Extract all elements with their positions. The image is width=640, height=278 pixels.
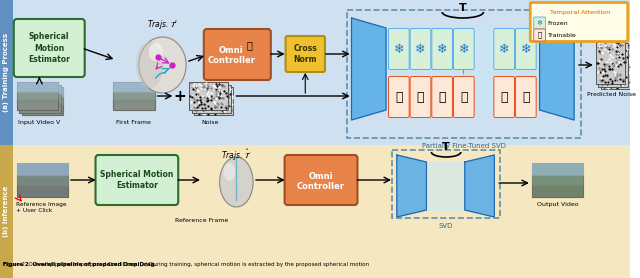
- Text: T: T: [459, 3, 467, 13]
- FancyBboxPatch shape: [388, 29, 409, 70]
- Text: SVD: SVD: [439, 223, 453, 229]
- Bar: [598, 43, 628, 86]
- Text: 🔥: 🔥: [246, 40, 252, 50]
- FancyBboxPatch shape: [534, 17, 545, 29]
- Text: Controller: Controller: [207, 56, 255, 64]
- Text: Omni: Omni: [219, 46, 244, 54]
- FancyBboxPatch shape: [515, 29, 536, 70]
- FancyBboxPatch shape: [531, 3, 628, 41]
- Bar: [601, 45, 630, 89]
- FancyBboxPatch shape: [454, 29, 474, 70]
- Text: Figure 2  Overall pipeline of proposed OmniDrag. (a) During training, spherical : Figure 2 Overall pipeline of proposed Om…: [3, 262, 369, 267]
- FancyBboxPatch shape: [515, 76, 536, 118]
- Bar: [532, 163, 583, 197]
- Text: Trajs. $\mathcal{T}'$: Trajs. $\mathcal{T}'$: [147, 18, 178, 31]
- Text: 🔥: 🔥: [417, 91, 424, 103]
- Text: Figure 2  Overall pipeline of proposed OmniDrag.: Figure 2 Overall pipeline of proposed Om…: [3, 262, 157, 267]
- Polygon shape: [397, 155, 426, 217]
- FancyBboxPatch shape: [534, 29, 545, 41]
- Bar: [17, 82, 58, 110]
- Bar: [113, 82, 155, 110]
- Text: 🔥: 🔥: [460, 91, 468, 103]
- Bar: [0, 0, 630, 145]
- Bar: [189, 82, 228, 110]
- Text: Omni: Omni: [308, 172, 333, 180]
- FancyBboxPatch shape: [95, 155, 178, 205]
- Text: Partially Fine-Tuned SVD: Partially Fine-Tuned SVD: [422, 143, 506, 149]
- Text: 🔥: 🔥: [538, 32, 541, 38]
- Text: T: T: [442, 142, 450, 152]
- Text: +: +: [174, 88, 187, 103]
- Bar: [0, 145, 630, 278]
- Text: Output Video: Output Video: [536, 202, 578, 207]
- Ellipse shape: [139, 37, 186, 93]
- FancyBboxPatch shape: [432, 29, 452, 70]
- Text: 🔥: 🔥: [395, 91, 403, 103]
- Bar: [194, 87, 234, 115]
- Ellipse shape: [220, 157, 253, 207]
- Text: ❄: ❄: [520, 43, 531, 56]
- Ellipse shape: [148, 43, 163, 61]
- FancyBboxPatch shape: [432, 76, 452, 118]
- Text: Input Video V: Input Video V: [19, 120, 61, 125]
- Bar: [191, 85, 231, 113]
- Text: Frozen: Frozen: [547, 21, 568, 26]
- FancyBboxPatch shape: [494, 29, 515, 70]
- Text: 🔥: 🔥: [500, 91, 508, 103]
- Bar: [17, 163, 68, 197]
- Text: Spherical
Motion
Estimator: Spherical Motion Estimator: [28, 32, 70, 64]
- Bar: [0, 0, 13, 145]
- Polygon shape: [386, 28, 540, 110]
- Bar: [19, 85, 61, 113]
- Text: Temporal Attention: Temporal Attention: [550, 10, 611, 15]
- Text: ❄: ❄: [394, 43, 404, 56]
- FancyBboxPatch shape: [454, 76, 474, 118]
- Text: Trainable: Trainable: [547, 33, 576, 38]
- Text: (a) Training Process: (a) Training Process: [3, 33, 10, 111]
- Text: Predicted Noise: Predicted Noise: [587, 92, 636, 97]
- Polygon shape: [351, 18, 386, 120]
- Text: 🔥: 🔥: [438, 91, 446, 103]
- Polygon shape: [465, 155, 494, 217]
- Bar: [22, 87, 63, 115]
- Text: Noise: Noise: [201, 120, 218, 125]
- Text: ❄: ❄: [499, 43, 509, 56]
- Text: ❄: ❄: [437, 43, 447, 56]
- Text: Controller: Controller: [297, 182, 345, 190]
- Bar: [596, 40, 625, 84]
- Text: Reference Image
+ User Click: Reference Image + User Click: [16, 202, 67, 213]
- FancyBboxPatch shape: [410, 29, 431, 70]
- FancyBboxPatch shape: [285, 155, 358, 205]
- FancyBboxPatch shape: [14, 19, 84, 77]
- Polygon shape: [540, 18, 574, 120]
- Ellipse shape: [223, 163, 236, 181]
- Ellipse shape: [136, 42, 163, 88]
- Text: ❄: ❄: [415, 43, 426, 56]
- Text: 🔥: 🔥: [522, 91, 529, 103]
- Text: Trajs. $\hat{\mathcal{T}}$: Trajs. $\hat{\mathcal{T}}$: [221, 148, 252, 163]
- FancyBboxPatch shape: [494, 76, 515, 118]
- Bar: [0, 145, 13, 278]
- Text: First Frame: First Frame: [116, 120, 152, 125]
- Text: Reference Frame: Reference Frame: [175, 218, 228, 223]
- Text: Spherical Motion
Estimator: Spherical Motion Estimator: [100, 170, 173, 190]
- Text: (b) Inference: (b) Inference: [3, 185, 10, 237]
- Text: ❄: ❄: [458, 43, 469, 56]
- FancyBboxPatch shape: [204, 29, 271, 80]
- FancyBboxPatch shape: [388, 76, 409, 118]
- Text: ❄: ❄: [537, 20, 543, 26]
- FancyBboxPatch shape: [285, 36, 325, 72]
- Polygon shape: [426, 162, 465, 210]
- FancyBboxPatch shape: [410, 76, 431, 118]
- Text: Cross
Norm: Cross Norm: [293, 44, 317, 64]
